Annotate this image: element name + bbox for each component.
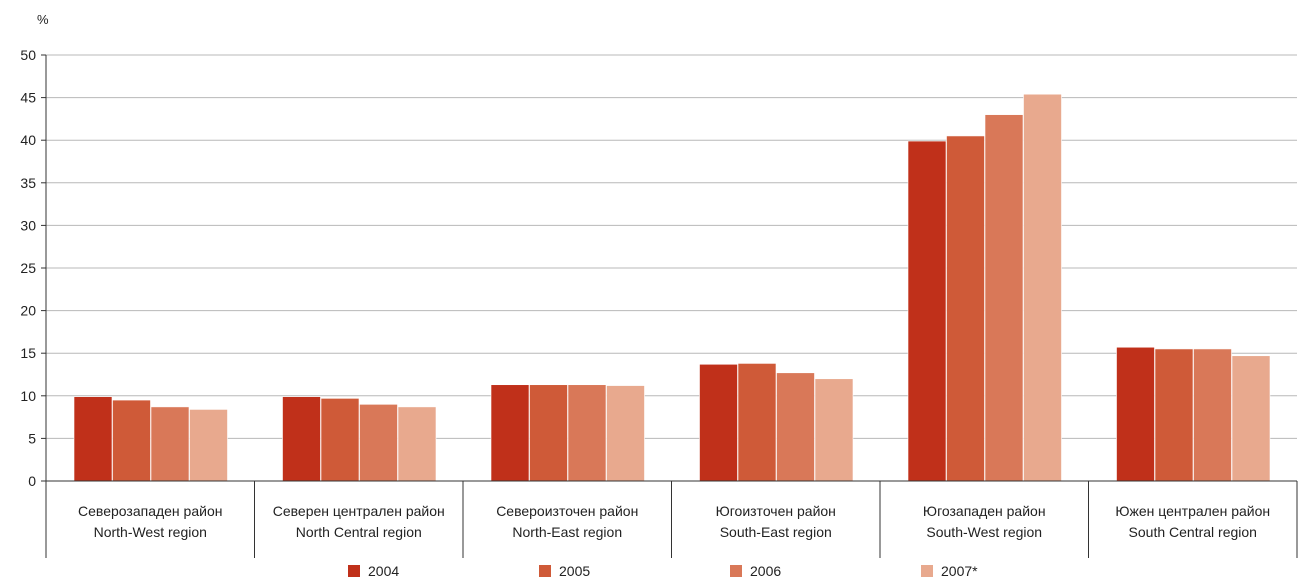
bar: [606, 385, 645, 482]
category-label: South Central region: [1129, 524, 1257, 540]
category-label: South-East region: [720, 524, 832, 540]
category-label: Северозападен район: [78, 503, 222, 519]
legend-label: 2007*: [941, 563, 978, 579]
bar: [150, 406, 190, 482]
bar: [490, 384, 530, 482]
y-tick-label: 40: [20, 132, 36, 148]
y-tick-label: 5: [28, 430, 36, 446]
y-axis-ticks: 0 5 10 15 20 25 30 35 40 45 50: [20, 47, 46, 489]
bar: [73, 396, 113, 482]
category-label: North Central region: [296, 524, 422, 540]
legend-label: 2006: [750, 563, 781, 579]
bar: [907, 140, 947, 482]
category-label: Южен централен район: [1115, 503, 1270, 519]
y-tick-label: 45: [20, 90, 36, 106]
legend-swatch: [348, 565, 360, 577]
bar: [1116, 346, 1155, 482]
bar: [112, 399, 151, 482]
bar: [567, 384, 607, 482]
y-tick-label: 35: [20, 175, 36, 191]
bar: [699, 363, 738, 482]
bars: [73, 93, 1271, 482]
bar: [1023, 93, 1062, 482]
category-label: Северен централен район: [273, 503, 445, 519]
category-label: North-West region: [94, 524, 207, 540]
legend: 2004 2005 2006 2007*: [348, 563, 978, 579]
category-label: North-East region: [512, 524, 622, 540]
bar: [984, 114, 1024, 482]
bar: [529, 384, 568, 482]
bar: [776, 372, 815, 482]
legend-swatch: [539, 565, 551, 577]
y-tick-label: 30: [20, 217, 36, 233]
legend-swatch: [921, 565, 933, 577]
category-label: Югоизточен район: [716, 503, 836, 519]
y-tick-label: 10: [20, 388, 36, 404]
bar: [282, 396, 321, 482]
category-label: Югозападен район: [923, 503, 1046, 519]
bar: [946, 135, 985, 482]
legend-label: 2005: [559, 563, 590, 579]
y-tick-label: 25: [20, 260, 36, 276]
y-tick-label: 50: [20, 47, 36, 63]
y-tick-label: 0: [28, 473, 36, 489]
bar: [320, 398, 360, 482]
axes: [45, 55, 1298, 558]
bar: [1193, 348, 1232, 482]
bar: [189, 409, 228, 482]
y-tick-label: 15: [20, 345, 36, 361]
gridlines: [46, 54, 1297, 439]
bar: [737, 363, 777, 482]
category-label: Североизточен район: [496, 503, 638, 519]
bar: [397, 406, 437, 482]
bar: [1154, 348, 1194, 482]
y-tick-label: 20: [20, 303, 36, 319]
legend-label: 2004: [368, 563, 399, 579]
y-unit-label: %: [37, 12, 49, 27]
bar: [359, 404, 398, 482]
bar: [814, 378, 854, 482]
x-axis-category-labels: Северозападен район North-West region Севе…: [78, 503, 1270, 540]
legend-swatch: [730, 565, 742, 577]
bar: [1231, 355, 1271, 482]
category-label: South-West region: [926, 524, 1042, 540]
